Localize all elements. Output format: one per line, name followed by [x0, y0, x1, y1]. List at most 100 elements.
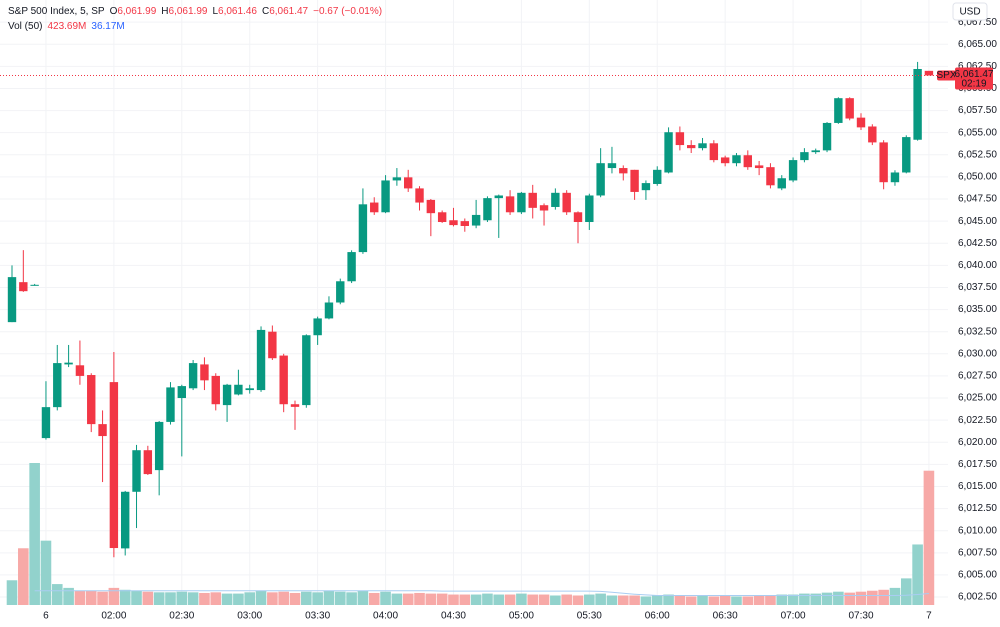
volume-bar [550, 595, 561, 605]
y-tick-label: 6,047.50 [958, 194, 997, 205]
candle-body [87, 375, 96, 425]
chart-title: S&P 500 Index, 5, SP [8, 6, 105, 17]
candle-body [494, 195, 503, 199]
x-tick-label: 07:00 [781, 611, 806, 622]
candle-body [336, 281, 345, 303]
y-tick-label: 6,037.50 [958, 282, 997, 293]
candle-body [132, 450, 141, 492]
candle-body [607, 163, 617, 169]
x-tick-label: 02:00 [101, 611, 126, 622]
ohlc-key: L [212, 6, 218, 17]
candle-body [709, 143, 719, 161]
volume-bar [18, 548, 29, 605]
volume-bar [85, 590, 97, 605]
volume-bar [821, 592, 833, 605]
candle-body [256, 329, 266, 391]
volume-bar [606, 595, 618, 605]
volume-bar [199, 592, 210, 605]
x-tick-label: 02:30 [169, 611, 194, 622]
candle-body [460, 221, 469, 226]
volume-bar [697, 595, 708, 605]
candle-body [551, 192, 560, 207]
volume-bar [289, 592, 301, 605]
volume-bar [651, 595, 663, 605]
candle-body [211, 375, 220, 405]
y-tick-label: 6,017.50 [958, 459, 997, 470]
candle-body [777, 178, 786, 189]
volume-bar [380, 591, 391, 605]
x-tick-label: 04:00 [373, 611, 398, 622]
y-tick-label: 6,055.00 [958, 127, 997, 138]
candle-body [630, 169, 639, 192]
grid [0, 0, 948, 605]
ohlc-value: 6,061.99 [117, 6, 156, 17]
candle-body [687, 145, 696, 149]
x-tick-label: 03:00 [237, 611, 262, 622]
ohlc-value: 6,061.99 [169, 6, 208, 17]
volume-bar [663, 594, 674, 605]
y-tick-label: 6,005.00 [958, 570, 997, 581]
candle-body [370, 202, 379, 213]
volume-bar [131, 590, 142, 605]
candle-body [528, 192, 537, 208]
y-tick-label: 6,007.50 [958, 547, 997, 558]
candle-body [890, 172, 900, 183]
volume-bar [244, 592, 256, 605]
volume-bar [753, 595, 765, 605]
y-tick-label: 6,025.00 [958, 393, 997, 404]
change-label: −0.67 (−0.01%) [313, 6, 382, 17]
volume-bar [391, 593, 403, 605]
candle-body [177, 386, 186, 399]
volume-bar [855, 591, 867, 605]
y-tick-label: 6,040.00 [958, 260, 997, 271]
candle-body [585, 195, 594, 223]
candle-body [845, 98, 854, 119]
candle-body [471, 214, 481, 226]
volume-layer [6, 463, 935, 605]
ohlc-key: O [110, 6, 118, 17]
volume-bar [685, 596, 697, 605]
volume-bar [889, 587, 901, 605]
candle-body [392, 177, 402, 181]
candle-body [290, 404, 300, 407]
volume-bar [425, 593, 437, 605]
volume-bar [29, 463, 40, 605]
volume-bar [867, 590, 878, 605]
candle-body [234, 384, 243, 395]
volume-ma-line [34, 590, 929, 596]
volume-bar [334, 591, 346, 605]
symbol-label: SPX [936, 70, 956, 81]
candle-body [268, 331, 277, 359]
candle-body [53, 363, 62, 408]
ohlc-key: H [161, 6, 168, 17]
volume-bar [187, 592, 199, 605]
candle-body [788, 160, 798, 181]
candle-body [573, 212, 583, 223]
header-line: S&P 500 Index, 5, SP O6,061.99 H6,061.99 L6… [8, 6, 382, 17]
volume-bar [40, 540, 52, 605]
volume-bar [448, 594, 459, 605]
volume-bar [357, 590, 369, 605]
candle-body [381, 180, 390, 213]
candle-body [800, 152, 809, 161]
volume-bar [482, 593, 493, 605]
candle-body [698, 143, 707, 149]
volume-bar [584, 594, 595, 605]
candle-body [732, 155, 741, 164]
volume-bar [221, 593, 233, 605]
y-tick-label: 6,045.00 [958, 216, 997, 227]
x-tick-label: 05:30 [577, 611, 602, 622]
candle-body [302, 335, 311, 406]
candle-body [426, 199, 436, 214]
candle-body [902, 137, 911, 173]
volume-bar [617, 595, 629, 605]
volume-bar [51, 584, 63, 605]
candle-body [121, 491, 130, 549]
candle-body [154, 421, 164, 471]
candle-body [856, 117, 866, 128]
volume-bar [538, 594, 550, 605]
x-tick-label: 06:30 [713, 611, 738, 622]
candle-body [449, 220, 458, 226]
volume-bar [312, 592, 323, 605]
